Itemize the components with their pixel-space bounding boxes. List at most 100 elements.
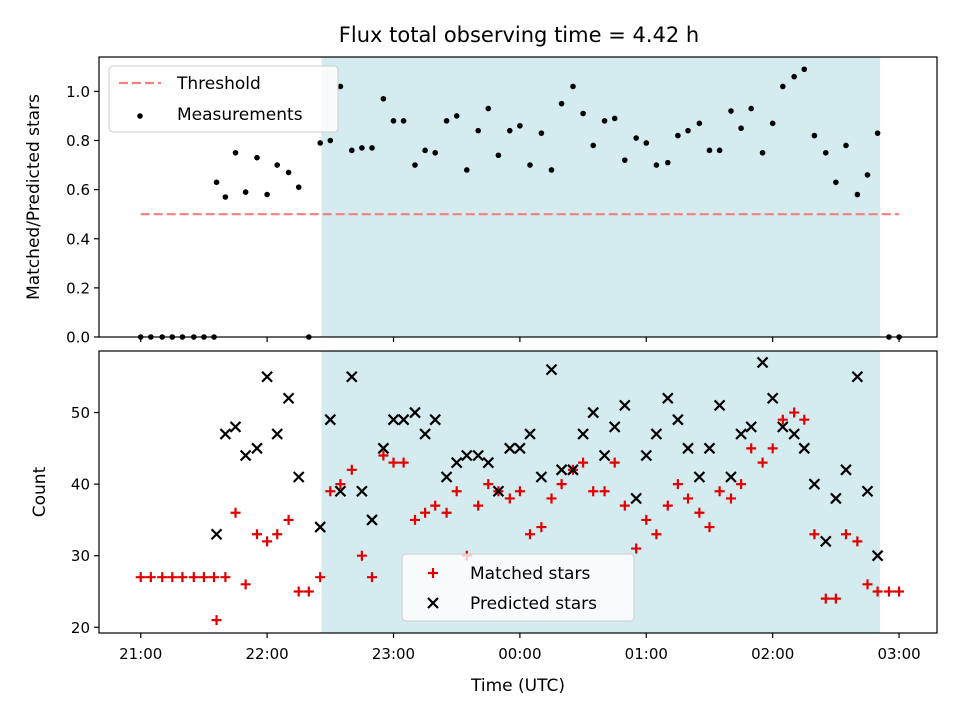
predicted-star-marker xyxy=(777,421,789,433)
matched-star-marker xyxy=(346,464,357,475)
bottom-plot-frame xyxy=(98,350,938,634)
matched-star-marker xyxy=(504,493,515,504)
matched-star-marker xyxy=(662,500,673,511)
matched-star-marker xyxy=(641,514,652,525)
y-tick-label: 0.6 xyxy=(66,181,90,199)
matched-star-marker xyxy=(157,572,168,583)
matched-star-marker xyxy=(367,572,378,583)
matched-star-marker xyxy=(303,586,314,597)
predicted-star-marker xyxy=(334,485,347,498)
matched-star-marker xyxy=(736,479,747,490)
predicted-star-marker xyxy=(314,521,326,533)
matched-star-marker xyxy=(211,615,222,626)
matched-star-marker xyxy=(852,536,863,547)
bottom-x-ticks: 21:00 22:00 23:00 00:00 01:00 02:00 03:00 xyxy=(119,633,921,663)
predicted-star-marker xyxy=(251,442,263,455)
predicted-star-marker xyxy=(482,456,495,469)
y-tick-label: 50 xyxy=(71,404,90,422)
measurement-point xyxy=(580,110,586,117)
predicted-star-marker xyxy=(650,428,663,440)
matched-star-marker xyxy=(473,500,484,511)
measurements-layer xyxy=(137,66,902,340)
matched-star-marker xyxy=(240,579,251,590)
predicted-star-marker xyxy=(419,428,431,440)
predicted-legend-swatch xyxy=(427,597,439,609)
matched-star-marker xyxy=(451,486,462,497)
predicted-star-marker xyxy=(535,471,548,483)
matched-star-marker xyxy=(230,507,241,518)
matched-star-marker xyxy=(840,529,851,540)
predicted-star-marker xyxy=(851,370,864,383)
measurement-point xyxy=(295,184,302,190)
predicted-star-marker xyxy=(819,535,832,548)
matched-star-marker xyxy=(651,529,662,540)
matched-star-marker xyxy=(283,514,294,525)
predicted-star-marker xyxy=(703,442,716,455)
y-tick-label: 0.2 xyxy=(66,279,90,297)
matched-star-marker xyxy=(883,586,894,597)
measurement-point xyxy=(337,83,344,90)
measurement-point xyxy=(801,66,808,73)
matched-star-marker xyxy=(409,514,420,525)
matched-star-marker xyxy=(198,572,209,583)
measurement-point xyxy=(664,159,671,166)
x-tick-label: 23:00 xyxy=(372,645,415,663)
matched-star-marker xyxy=(777,414,788,425)
predicted-legend-marker xyxy=(427,597,439,609)
measurement-point xyxy=(390,118,397,124)
matched-star-marker xyxy=(325,486,336,497)
predicted-star-marker xyxy=(387,413,400,426)
predicted-star-marker xyxy=(504,442,516,455)
measurement-point xyxy=(558,100,565,107)
measurement-point xyxy=(822,149,829,156)
threshold-legend-label: Threshold xyxy=(176,74,261,94)
matched-star-marker xyxy=(746,443,757,454)
predicted-star-marker xyxy=(545,363,558,376)
predicted-star-marker xyxy=(619,399,631,412)
matched-star-marker xyxy=(694,507,705,518)
predicted-star-marker xyxy=(577,428,589,440)
predicted-star-marker xyxy=(713,399,726,412)
matched-star-marker xyxy=(588,486,599,497)
matched-star-marker xyxy=(388,457,399,468)
predicted-star-marker xyxy=(461,449,473,462)
matched-star-marker xyxy=(420,507,431,518)
measurement-point xyxy=(791,73,797,80)
predicted-star-marker xyxy=(397,413,410,426)
x-tick-label: 22:00 xyxy=(245,645,288,663)
measurement-point xyxy=(264,191,270,198)
measurement-point xyxy=(517,122,523,129)
predicted-star-marker xyxy=(440,471,453,483)
matched-star-marker xyxy=(483,479,494,490)
x-tick-label: 03:00 xyxy=(877,645,920,663)
matched-star-marker xyxy=(378,450,389,461)
measurement-point xyxy=(854,191,861,198)
measurement-point xyxy=(400,118,407,124)
measurement-point xyxy=(738,125,744,132)
predicted-star-marker xyxy=(282,392,295,405)
matched-star-marker xyxy=(251,529,262,540)
measurement-point xyxy=(706,147,713,154)
bottom-panel: 20 30 40 50 21:00 22:00 23:00 00:00 01:00 02:00 0… xyxy=(30,350,938,696)
measurement-point xyxy=(222,194,229,200)
predicted-star-marker xyxy=(514,442,526,455)
y-tick-label: 0.0 xyxy=(66,329,90,347)
predicted-star-marker xyxy=(346,370,358,383)
measurement-point xyxy=(675,132,681,139)
matched-star-marker xyxy=(704,522,715,533)
measurement-point xyxy=(274,162,281,168)
predicted-legend-label: Predicted stars xyxy=(470,594,597,614)
predicted-star-marker xyxy=(682,442,694,455)
matched-star-marker xyxy=(872,586,883,597)
matched-star-marker xyxy=(209,572,220,583)
measurement-point xyxy=(601,118,608,124)
matched-star-marker xyxy=(862,579,873,590)
predicted-star-marker xyxy=(219,428,232,440)
predicted-star-marker xyxy=(808,478,821,490)
predicted-star-marker xyxy=(598,449,611,462)
matched-star-marker xyxy=(220,572,231,583)
measurement-point xyxy=(369,145,375,151)
x-tick-label: 00:00 xyxy=(498,645,541,663)
measurement-point xyxy=(285,169,292,176)
measurement-point xyxy=(748,105,754,112)
